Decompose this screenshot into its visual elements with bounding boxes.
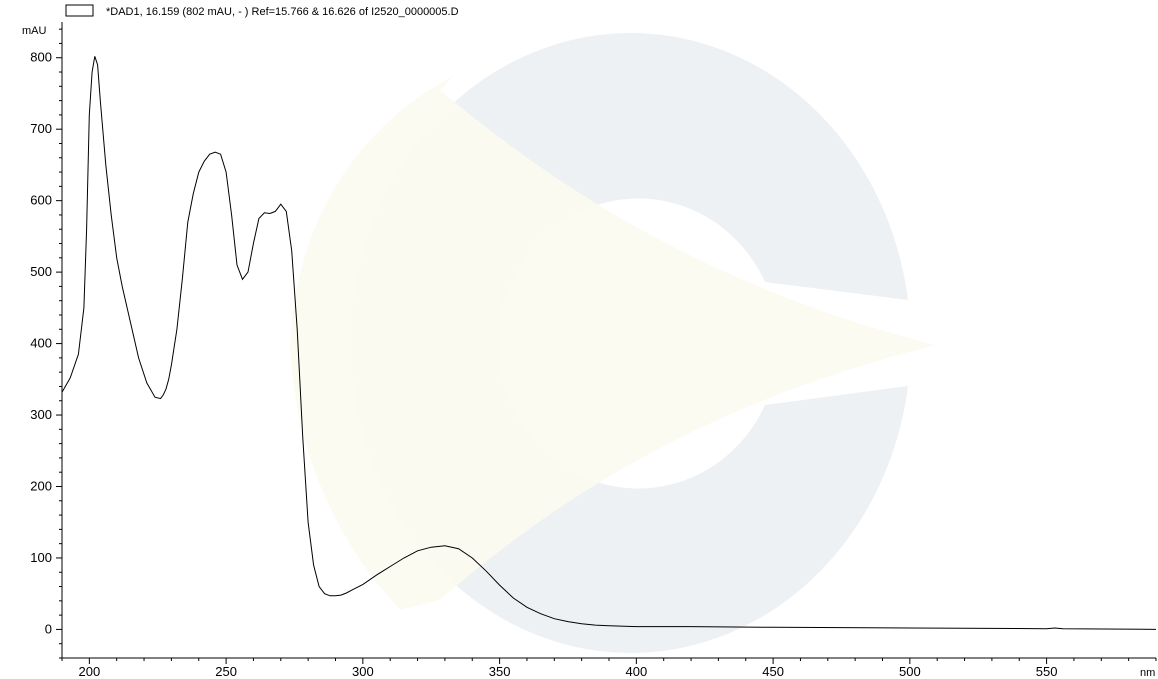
y-tick-label: 200 (30, 478, 52, 493)
x-axis-ticks: 200 250 300 350 400 450 500 550 (61, 658, 1157, 679)
y-tick-label: 100 (30, 550, 52, 565)
x-tick-label: 550 (1036, 664, 1058, 679)
y-tick-label: 400 (30, 336, 52, 351)
plot-axes: 0 100 200 300 400 500 600 700 800 200 250 300 350 40… (22, 22, 1157, 679)
x-tick-label: 350 (489, 664, 511, 679)
y-axis-ticks: 0 100 200 300 400 500 600 700 800 (30, 28, 62, 659)
y-tick-label: 800 (30, 50, 52, 65)
y-tick-label: 600 (30, 193, 52, 208)
x-tick-label: 400 (625, 664, 647, 679)
background-logo (290, 33, 935, 654)
y-tick-label: 700 (30, 121, 52, 136)
x-axis-unit: nm (1140, 667, 1155, 679)
y-tick-label: 500 (30, 264, 52, 279)
x-tick-label: 300 (352, 664, 374, 679)
legend-entry: *DAD1, 16.159 (802 mAU, - ) Ref=15.766 &… (106, 6, 459, 18)
x-tick-label: 500 (899, 664, 921, 679)
series-line (61, 56, 1157, 630)
legend-swatch (65, 4, 94, 17)
x-tick-label: 450 (762, 664, 784, 679)
legend: *DAD1, 16.159 (802 mAU, - ) Ref=15.766 &… (65, 4, 459, 18)
y-tick-label: 0 (45, 621, 52, 636)
watermark-wedge (290, 75, 935, 610)
x-tick-label: 200 (78, 664, 100, 679)
y-tick-label: 300 (30, 407, 52, 422)
y-axis-unit: mAU (22, 25, 47, 37)
x-tick-label: 250 (215, 664, 237, 679)
